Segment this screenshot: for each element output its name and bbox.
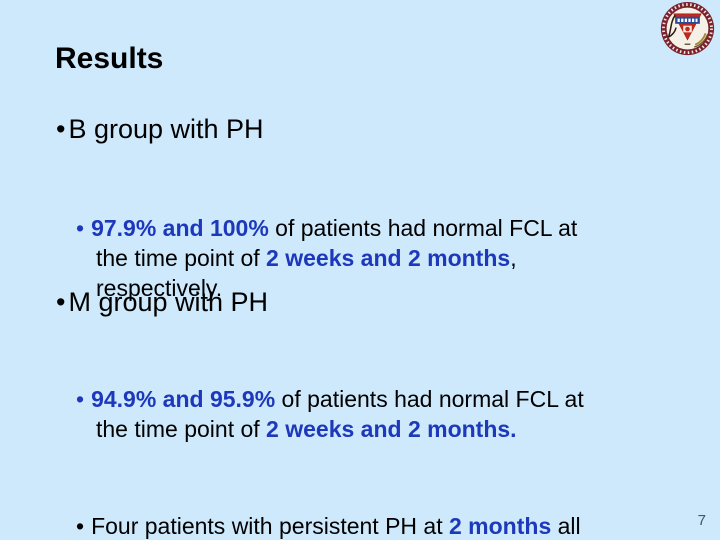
b-group-heading-label: B group with PH — [68, 114, 264, 144]
seal-laurel-right-inner — [693, 34, 708, 48]
institution-seal-logo — [657, 1, 718, 58]
page-number: 7 — [697, 512, 706, 529]
list-item: • 97.9% and 100% of patients had normal F… — [76, 213, 676, 303]
bullet-b-group-heading: • B group with PH — [56, 114, 264, 145]
bullet-dot: • — [76, 215, 85, 241]
slide-title: Results — [55, 42, 164, 75]
text-plain: Four patients with persistent PH at — [91, 513, 449, 539]
m-group-sub-bullets: • 94.9% and 95.9% of patients had normal … — [76, 324, 676, 540]
bullet-dot: • — [56, 287, 66, 317]
seal-icon — [660, 1, 715, 56]
seal-ring-text — [662, 3, 713, 55]
text-plain: all developed permanent PH. — [557, 513, 581, 539]
text-emphasis: 2 months — [449, 513, 552, 539]
bullet-dot: • — [76, 513, 85, 539]
text-emphasis: 94.9% and 95.9% — [91, 386, 276, 412]
seal-laurel-right — [694, 33, 707, 46]
bullet-dot: • — [56, 114, 66, 144]
list-item: • Four patients with persistent PH at 2 m… — [76, 511, 676, 540]
list-item: • 94.9% and 95.9% of patients had normal … — [76, 384, 676, 444]
text-emphasis: 2 weeks and 2 months — [266, 245, 511, 271]
seal-branch-left — [667, 14, 677, 38]
text-emphasis: 2 weeks and 2 months. — [266, 416, 517, 442]
seal-band — [675, 16, 700, 24]
text-plain: of patients had normal FCL at the time p… — [96, 215, 578, 271]
bullet-m-group-heading: • M group with PH — [56, 287, 268, 318]
text-emphasis: 97.9% and 100% — [91, 215, 269, 241]
text-plain: of patients had normal FCL at the time p… — [96, 386, 584, 442]
bullet-dot: • — [76, 386, 85, 412]
text-plain: , respectively. — [96, 245, 517, 301]
seal-emblem-dot — [685, 26, 690, 32]
b-group-sub-bullets: • 97.9% and 100% of patients had normal F… — [76, 153, 676, 370]
m-group-heading-label: M group with PH — [68, 287, 269, 317]
